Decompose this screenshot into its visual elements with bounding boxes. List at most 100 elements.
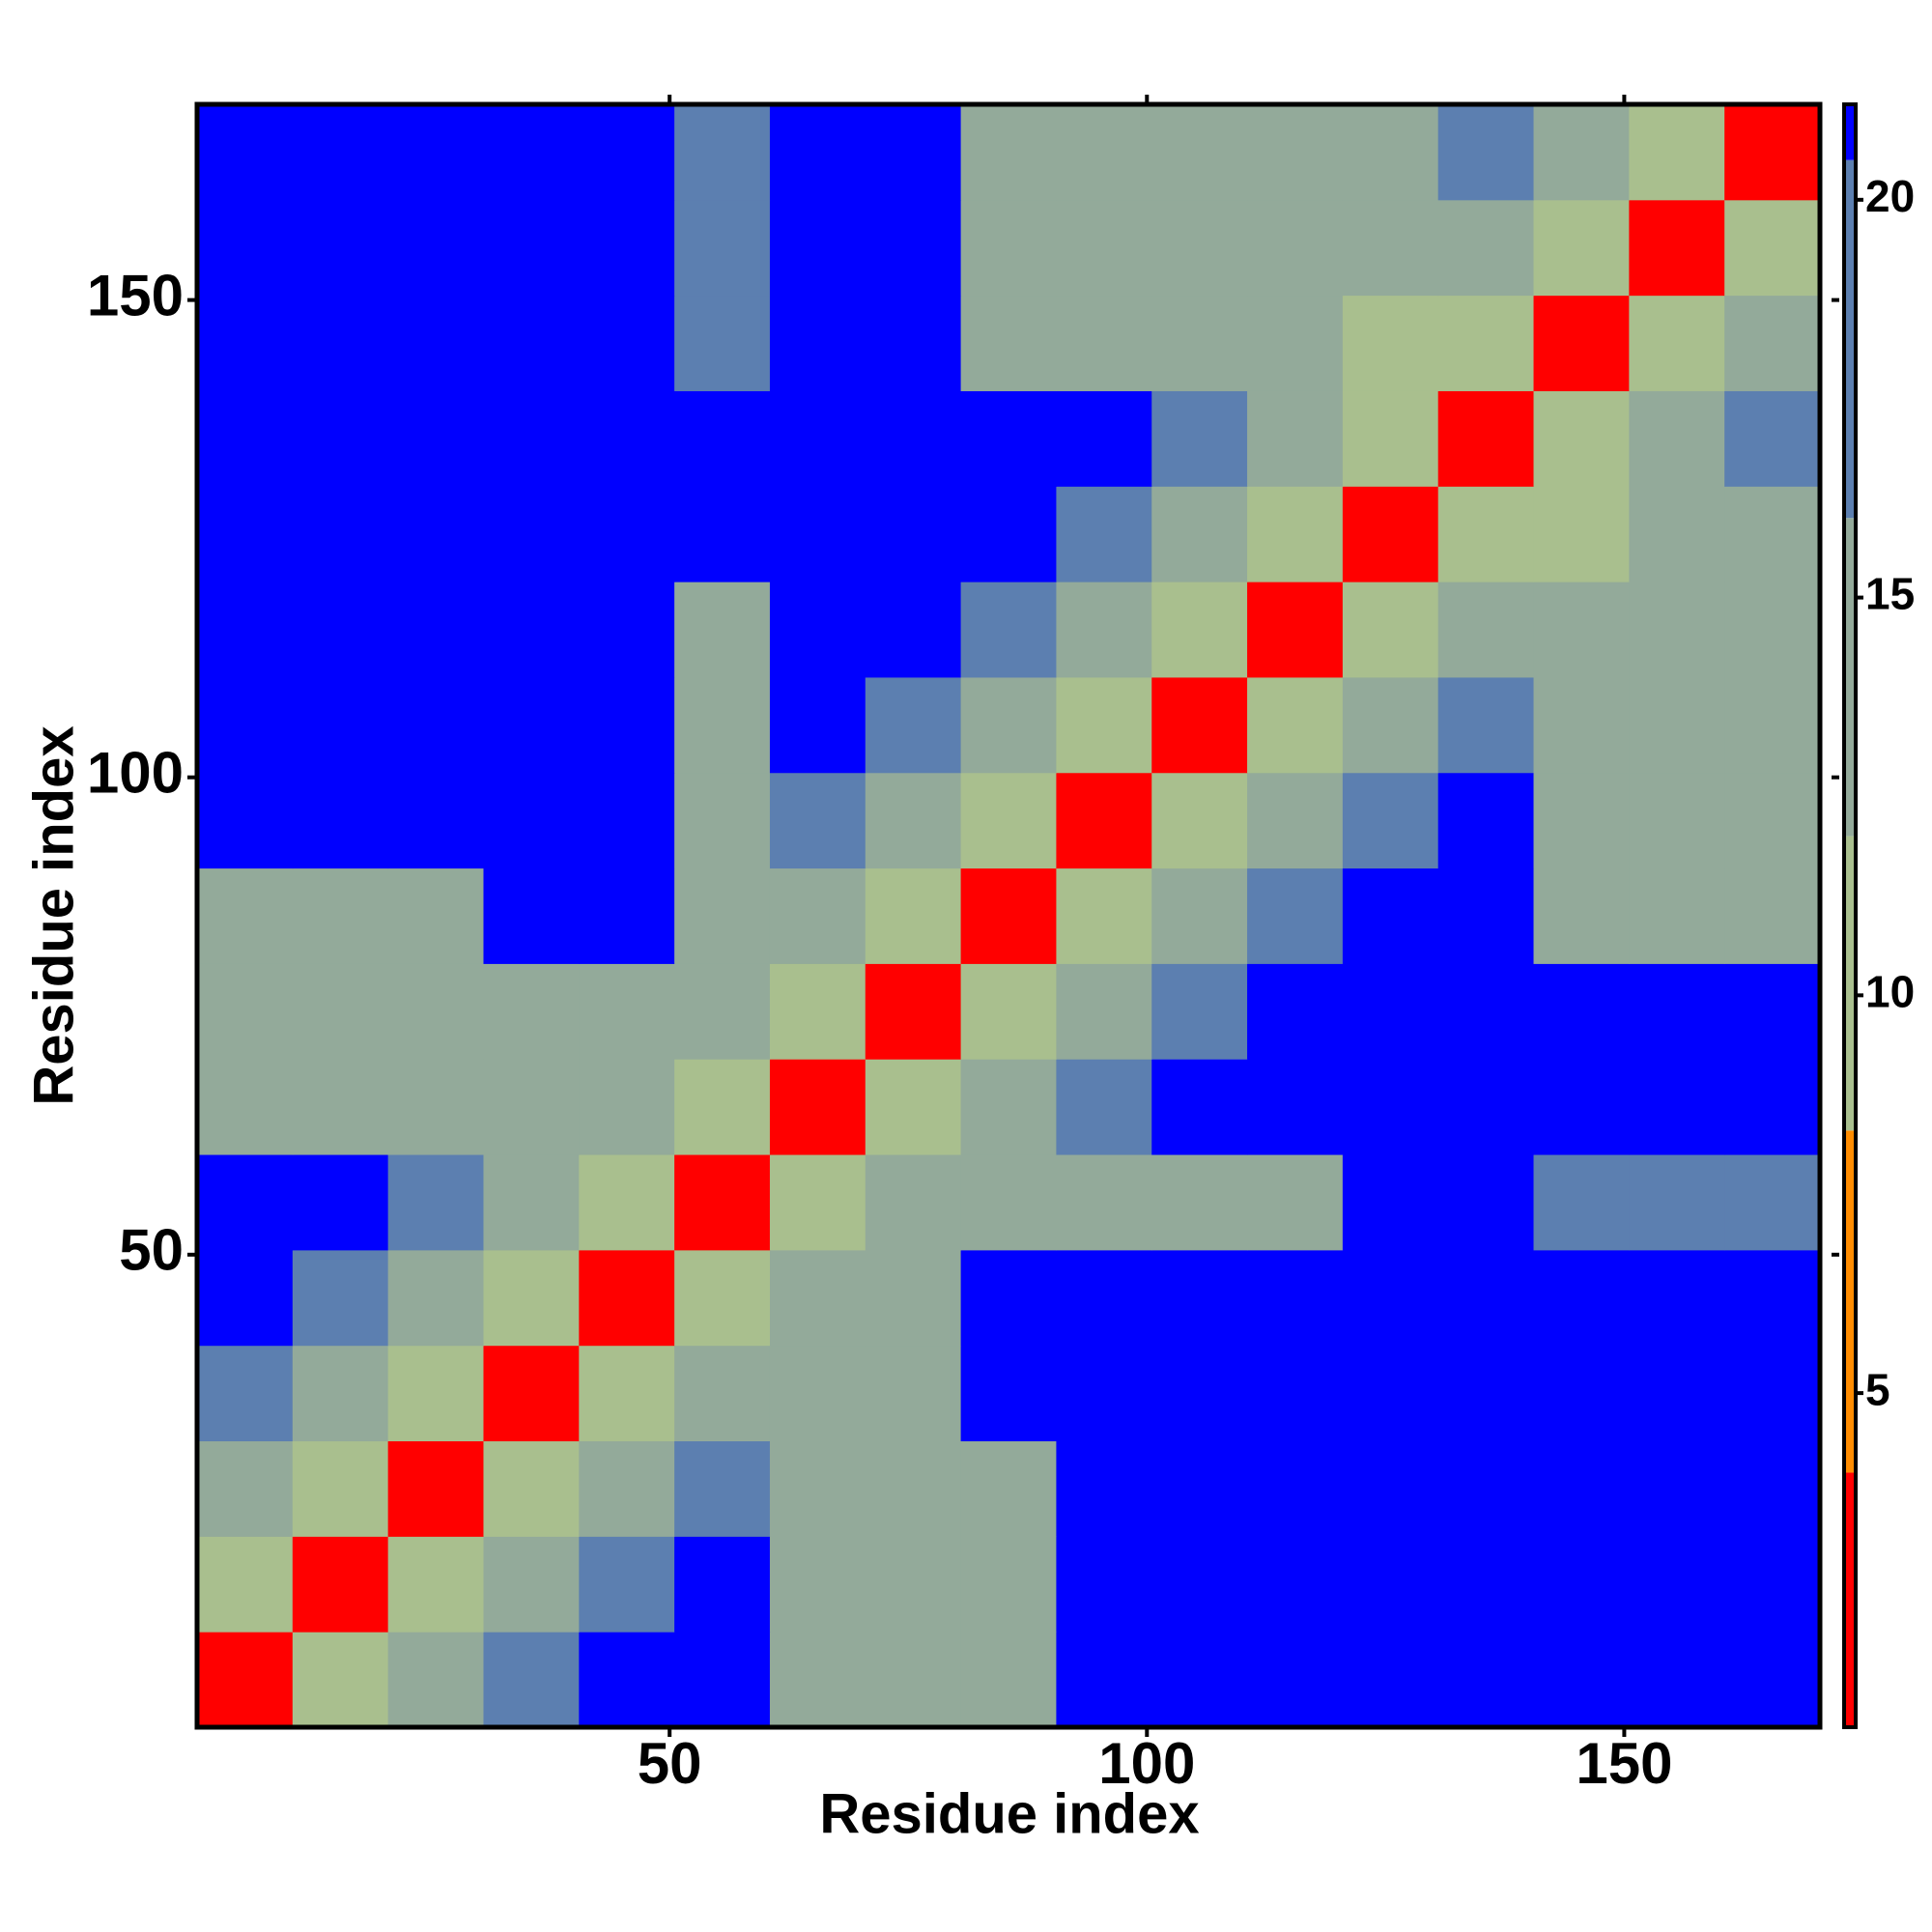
heat-cell bbox=[579, 199, 675, 297]
heat-cell bbox=[1533, 1059, 1630, 1155]
heat-cell bbox=[1151, 295, 1248, 391]
heat-cell bbox=[387, 1632, 484, 1728]
heat-cell bbox=[1056, 867, 1152, 964]
heat-cell bbox=[1533, 676, 1630, 774]
heat-cell bbox=[960, 772, 1057, 869]
heat-cell bbox=[1342, 1345, 1439, 1442]
heat-cell bbox=[865, 1345, 962, 1442]
heat-cell bbox=[674, 1536, 771, 1633]
heat-cell bbox=[674, 867, 771, 964]
heat-cell bbox=[1724, 867, 1821, 964]
heat-cell bbox=[197, 1632, 294, 1728]
heat-cell bbox=[197, 104, 294, 201]
heat-cell bbox=[387, 1249, 484, 1347]
heat-cell bbox=[1437, 867, 1535, 964]
heat-cell bbox=[387, 199, 484, 297]
heat-cell bbox=[1247, 199, 1344, 297]
heat-cell bbox=[197, 390, 294, 487]
heat-cell bbox=[1724, 295, 1821, 391]
colorbar-tick-label: 15 bbox=[1865, 569, 1915, 619]
colorbar-frame bbox=[1842, 102, 1858, 1729]
heat-cell bbox=[1724, 390, 1821, 487]
heat-cell bbox=[1629, 963, 1725, 1060]
x-axis-title: Residue index bbox=[819, 1782, 1199, 1845]
heat-cell bbox=[1056, 1154, 1152, 1251]
heat-cell bbox=[1629, 772, 1725, 869]
heat-cell bbox=[579, 772, 675, 869]
colorbar-segment bbox=[1844, 518, 1856, 837]
heat-cell bbox=[865, 1154, 962, 1251]
heat-cell bbox=[1629, 1059, 1725, 1155]
heat-cell bbox=[1056, 486, 1152, 582]
heat-cell bbox=[1437, 1154, 1535, 1251]
heat-cell bbox=[1056, 582, 1152, 678]
heat-cell bbox=[1056, 963, 1152, 1060]
heat-cell bbox=[1533, 1154, 1630, 1251]
heat-cell bbox=[769, 486, 867, 582]
heat-cell bbox=[1533, 963, 1630, 1060]
heat-cell bbox=[1342, 772, 1439, 869]
heat-cell bbox=[960, 390, 1057, 487]
heat-cell bbox=[292, 676, 389, 774]
heat-cell bbox=[674, 295, 771, 391]
colorbar-tick-label: 10 bbox=[1865, 967, 1915, 1017]
heat-cell bbox=[1342, 582, 1439, 678]
heat-cell bbox=[1151, 1536, 1248, 1633]
heat-cell bbox=[769, 1632, 867, 1728]
heat-cell bbox=[197, 676, 294, 774]
heat-cell bbox=[387, 1345, 484, 1442]
heat-cell bbox=[1533, 199, 1630, 297]
heat-cell bbox=[769, 963, 867, 1060]
heat-cell bbox=[674, 772, 771, 869]
heat-cell bbox=[1056, 295, 1152, 391]
heat-cell bbox=[1437, 390, 1535, 487]
x-tick-label: 100 bbox=[1098, 1731, 1195, 1796]
heat-cell bbox=[1533, 1249, 1630, 1347]
heat-cell bbox=[197, 295, 294, 391]
heat-cell bbox=[1437, 676, 1535, 774]
heat-cell bbox=[1342, 390, 1439, 487]
heat-cell bbox=[483, 867, 580, 964]
heat-cell bbox=[1724, 1632, 1821, 1728]
heat-cell bbox=[960, 295, 1057, 391]
heat-cell bbox=[865, 295, 962, 391]
heat-cell bbox=[865, 1632, 962, 1728]
heat-cell bbox=[292, 1536, 389, 1633]
heat-cell bbox=[1437, 1632, 1535, 1728]
heat-cell bbox=[1629, 1345, 1725, 1442]
colorbar-segment bbox=[1844, 159, 1856, 519]
heat-cell bbox=[1533, 1536, 1630, 1633]
heat-cell bbox=[387, 1440, 484, 1537]
heat-cell bbox=[197, 199, 294, 297]
heat-cell bbox=[1342, 199, 1439, 297]
heat-cell bbox=[1342, 676, 1439, 774]
heat-cell bbox=[1056, 1632, 1152, 1728]
heat-cell bbox=[1342, 963, 1439, 1060]
heat-cell bbox=[1342, 867, 1439, 964]
heat-cell bbox=[292, 486, 389, 582]
heat-cell bbox=[674, 582, 771, 678]
heat-cell bbox=[674, 1345, 771, 1442]
heat-cell bbox=[1151, 867, 1248, 964]
heat-cell bbox=[292, 1059, 389, 1155]
heat-cell bbox=[1629, 104, 1725, 201]
heat-cell bbox=[1724, 963, 1821, 1060]
colorbar-segment bbox=[1844, 104, 1856, 160]
heat-cell bbox=[1151, 963, 1248, 1060]
heat-cell bbox=[674, 199, 771, 297]
heat-cell bbox=[292, 1632, 389, 1728]
heat-cell bbox=[1629, 199, 1725, 297]
heat-cell bbox=[1629, 1632, 1725, 1728]
heat-cell bbox=[292, 1345, 389, 1442]
heat-cell bbox=[1533, 1440, 1630, 1537]
heat-cell bbox=[1724, 676, 1821, 774]
heat-cell bbox=[483, 1536, 580, 1633]
heat-cell bbox=[387, 772, 484, 869]
heat-cell bbox=[197, 1154, 294, 1251]
heat-cell bbox=[292, 1440, 389, 1537]
heat-cell bbox=[674, 1059, 771, 1155]
heat-cell bbox=[1437, 582, 1535, 678]
heat-cell bbox=[960, 104, 1057, 201]
heat-cell bbox=[292, 867, 389, 964]
heat-cell bbox=[960, 1249, 1057, 1347]
